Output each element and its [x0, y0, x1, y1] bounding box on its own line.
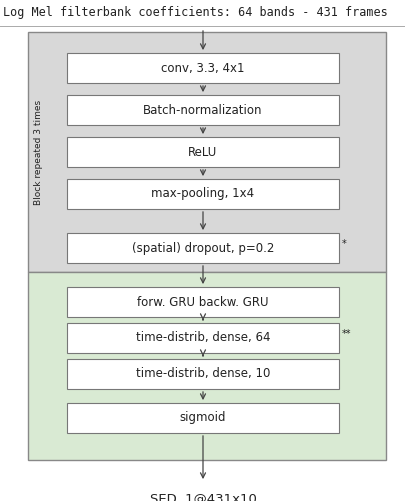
Text: sigmoid: sigmoid [179, 411, 226, 424]
Bar [67, 287, 338, 317]
Text: time-distrib, dense, 64: time-distrib, dense, 64 [135, 332, 270, 345]
Bar [67, 403, 338, 433]
Bar [67, 137, 338, 167]
Bar [28, 272, 385, 460]
Text: ReLU: ReLU [188, 145, 217, 158]
Text: Batch-normalization: Batch-normalization [143, 104, 262, 117]
Text: max-pooling, 1x4: max-pooling, 1x4 [151, 187, 254, 200]
Bar [67, 233, 338, 263]
Text: Block repeated 3 times: Block repeated 3 times [34, 99, 43, 204]
Text: SED, 1@431x10: SED, 1@431x10 [149, 492, 256, 501]
Bar [67, 323, 338, 353]
Bar [67, 359, 338, 389]
Text: forw. GRU backw. GRU: forw. GRU backw. GRU [137, 296, 268, 309]
Text: Log Mel filterbank coefficients: 64 bands - 431 frames: Log Mel filterbank coefficients: 64 band… [3, 6, 387, 19]
Bar [67, 95, 338, 125]
Text: conv, 3.3, 4x1: conv, 3.3, 4x1 [161, 62, 244, 75]
Text: *: * [341, 239, 346, 249]
Bar [28, 32, 385, 272]
Text: **: ** [341, 329, 351, 339]
Bar [67, 53, 338, 83]
Text: (spatial) dropout, p=0.2: (spatial) dropout, p=0.2 [132, 241, 273, 255]
Bar [67, 179, 338, 209]
Text: time-distrib, dense, 10: time-distrib, dense, 10 [136, 368, 269, 380]
